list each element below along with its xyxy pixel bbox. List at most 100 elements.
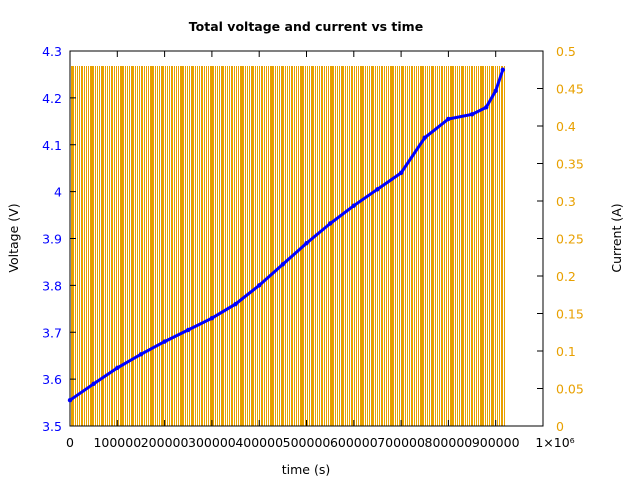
current-bar	[471, 66, 473, 426]
current-bar	[356, 66, 357, 426]
current-bar	[155, 66, 156, 426]
current-bar	[487, 66, 488, 426]
current-bar	[277, 66, 278, 426]
current-bar	[465, 66, 466, 426]
current-bar	[257, 66, 258, 426]
current-bar	[86, 66, 87, 426]
current-bar	[358, 66, 359, 426]
current-bar	[221, 66, 224, 426]
current-bar	[109, 66, 110, 426]
current-bar	[307, 66, 308, 426]
current-bar	[195, 66, 196, 426]
current-bar	[261, 66, 263, 426]
current-bars	[71, 66, 505, 426]
x-axis-label: time (s)	[282, 462, 330, 477]
current-bar	[497, 66, 498, 426]
y-axis-label: Voltage (V)	[6, 203, 21, 272]
current-bar	[287, 66, 288, 426]
current-bar	[107, 66, 108, 426]
current-bar	[369, 66, 370, 426]
current-bar	[437, 66, 438, 426]
current-bar	[144, 66, 145, 426]
current-bar	[157, 66, 158, 426]
voltage-point	[469, 112, 475, 117]
current-bar	[135, 66, 136, 426]
voltage-point	[186, 327, 191, 333]
current-bar	[339, 66, 340, 426]
current-bar	[116, 66, 117, 426]
current-bar	[467, 66, 468, 426]
current-bar	[169, 66, 170, 426]
current-bar	[185, 66, 186, 426]
current-bar	[255, 66, 256, 426]
voltage-point	[91, 381, 96, 387]
current-bar	[279, 66, 280, 426]
x-tick-label: 600000	[330, 435, 378, 450]
current-bar	[420, 66, 424, 426]
y-tick-label: 4	[54, 185, 62, 200]
current-bar	[501, 66, 503, 426]
current-bar	[264, 66, 265, 426]
y2-tick-label: 0.2	[556, 269, 576, 284]
current-bar	[189, 66, 190, 426]
current-bar	[171, 66, 173, 426]
y-tick-label: 4.1	[42, 138, 62, 153]
current-bar	[245, 66, 246, 426]
voltage-point	[138, 352, 144, 357]
current-bar	[489, 66, 490, 426]
current-bar	[418, 66, 419, 426]
x-tick-label: 900000	[472, 435, 520, 450]
current-bar	[397, 66, 398, 426]
current-bar	[405, 66, 406, 426]
current-bar	[485, 66, 486, 426]
current-bar	[275, 66, 276, 426]
current-bar	[201, 66, 203, 426]
y2-tick-label: 0.45	[556, 82, 584, 97]
current-bar	[77, 66, 78, 426]
current-bar	[388, 66, 389, 426]
current-bar	[99, 66, 100, 426]
current-bar	[165, 66, 166, 426]
x-tick-label: 500000	[283, 435, 331, 450]
y-tick-label: 3.6	[42, 372, 62, 387]
voltage-point	[446, 116, 451, 122]
y2-tick-label: 0.15	[556, 307, 584, 322]
current-bar	[321, 66, 323, 426]
current-bar	[141, 66, 143, 426]
current-bar	[335, 66, 336, 426]
current-bar	[474, 66, 475, 426]
y-tick-label: 3.5	[42, 419, 62, 434]
current-bar	[439, 66, 440, 426]
current-bar	[375, 66, 376, 426]
current-bar	[495, 66, 496, 426]
current-bar	[71, 66, 74, 426]
current-bar	[315, 66, 316, 426]
current-bar	[249, 66, 250, 426]
y2-tick-label: 0.35	[556, 157, 584, 172]
current-bar	[139, 66, 140, 426]
current-bar	[455, 66, 456, 426]
x-tick-label: 0	[66, 435, 74, 450]
current-bar	[390, 66, 394, 426]
current-bar	[444, 66, 445, 426]
y-tick-label: 3.9	[42, 232, 62, 247]
current-bar	[425, 66, 426, 426]
current-bar	[159, 66, 160, 426]
current-bar	[210, 66, 214, 426]
voltage-point	[375, 187, 380, 192]
current-bar	[268, 66, 269, 426]
current-bar	[199, 66, 200, 426]
current-bar	[95, 66, 96, 426]
current-bar	[457, 66, 458, 426]
current-bar	[480, 66, 484, 426]
current-bar	[180, 66, 184, 426]
current-bar	[191, 66, 194, 426]
current-bar	[435, 66, 436, 426]
current-bar	[499, 66, 500, 426]
current-bar	[330, 66, 334, 426]
current-bar	[386, 66, 387, 426]
voltage-point	[500, 67, 505, 72]
current-bar	[81, 66, 83, 426]
current-bar	[371, 66, 374, 426]
current-bar	[427, 66, 428, 426]
